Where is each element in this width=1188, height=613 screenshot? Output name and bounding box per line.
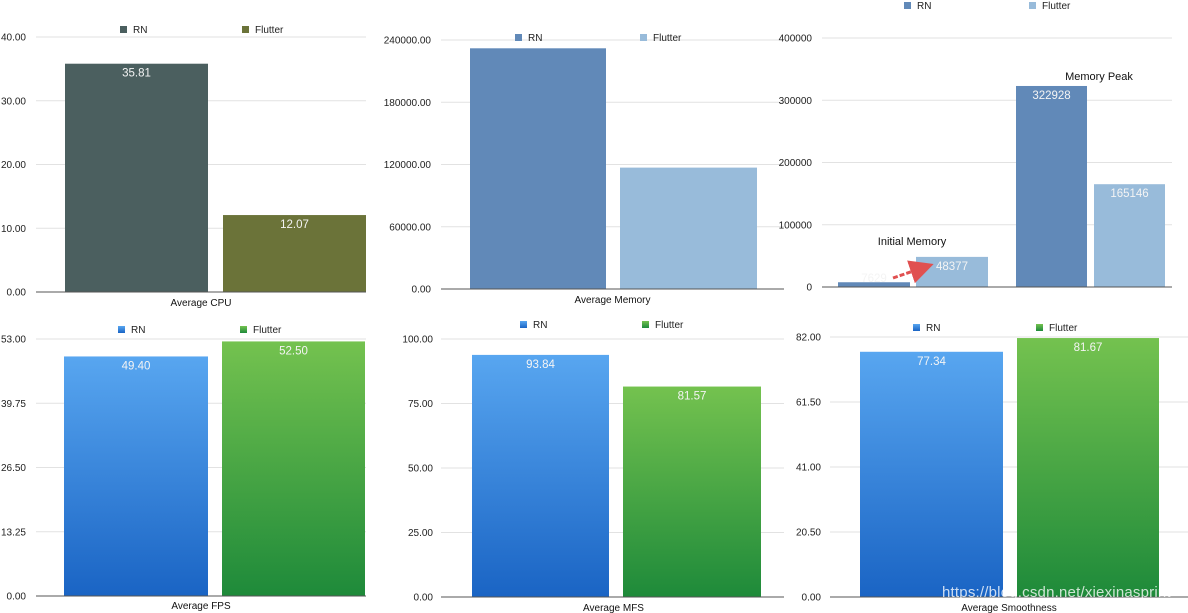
y-tick-label: 180000.00 xyxy=(384,98,432,109)
y-tick-label: 53.00 xyxy=(1,335,26,346)
chart-fps: 0.00 13.25 26.50 39.75 53.00 RN Flutter 49.40 52… xyxy=(1,325,366,612)
bar-rn-initial xyxy=(838,282,910,287)
y-tick-label: 240000.00 xyxy=(384,36,432,47)
legend-swatch-rn xyxy=(913,324,920,331)
legend-swatch-rn xyxy=(120,26,127,33)
y-tick-label: 20.00 xyxy=(1,160,26,171)
y-tick-label: 41.00 xyxy=(796,463,821,474)
y-tick-label: 39.75 xyxy=(1,399,26,410)
data-label: 322928 xyxy=(1032,90,1070,102)
chart-memory_peak: 0 100000 200000 300000 400000 RN Flutter 7629 32… xyxy=(779,1,1172,294)
bar-rn xyxy=(65,63,208,293)
legend-swatch-flutter xyxy=(240,326,247,333)
x-axis-label: Average FPS xyxy=(171,601,231,612)
legend-swatch-rn xyxy=(904,2,911,9)
watermark-text: https://blog.csdn.net/xiexinasprint xyxy=(942,584,1171,601)
y-tick-label: 100000 xyxy=(779,220,813,231)
y-tick-label: 200000 xyxy=(779,158,813,169)
data-label: 81.57 xyxy=(678,391,707,403)
y-tick-label: 0.00 xyxy=(412,285,432,296)
legend-label-flutter: Flutter xyxy=(653,33,682,44)
legend-label-flutter: Flutter xyxy=(1049,323,1078,334)
data-label: 49.40 xyxy=(122,360,151,372)
y-tick-label: 75.00 xyxy=(408,399,433,410)
bar-flutter xyxy=(623,386,761,597)
bar-rn xyxy=(64,356,208,596)
legend-label-flutter: Flutter xyxy=(655,320,684,331)
x-axis-label: Average MFS xyxy=(583,603,644,613)
bar-rn xyxy=(860,351,1003,597)
bar-rn xyxy=(472,354,609,597)
y-tick-label: 0.00 xyxy=(7,592,27,603)
chart-mfs: 0.00 25.00 50.00 75.00 100.00 RN Flutter 93.84 8… xyxy=(402,320,784,613)
data-label: 7629 xyxy=(861,273,887,285)
y-tick-label: 0 xyxy=(806,283,812,294)
y-tick-label: 50.00 xyxy=(408,464,433,475)
y-tick-label: 40.00 xyxy=(1,33,26,44)
bar-flutter-peak xyxy=(1094,184,1165,287)
y-tick-label: 26.50 xyxy=(1,463,26,474)
y-tick-label: 400000 xyxy=(779,34,813,45)
legend-label-flutter: Flutter xyxy=(253,325,282,336)
legend-label-rn: RN xyxy=(131,325,145,336)
y-tick-label: 13.25 xyxy=(1,527,26,538)
y-tick-label: 0.00 xyxy=(802,593,822,604)
chart-cpu: 0.00 10.00 20.00 30.00 40.00 RN Flutter 35.81 12… xyxy=(1,25,366,309)
data-label: 12.07 xyxy=(280,219,309,231)
legend-swatch-flutter xyxy=(1036,324,1043,331)
data-label: 48377 xyxy=(936,261,968,273)
legend-label-flutter: Flutter xyxy=(1042,1,1071,12)
legend-label-flutter: Flutter xyxy=(255,25,284,36)
y-tick-label: 82.00 xyxy=(796,333,821,344)
legend-swatch-flutter xyxy=(1029,2,1036,9)
y-tick-label: 0.00 xyxy=(7,288,27,299)
bar-flutter xyxy=(620,167,757,289)
y-tick-label: 10.00 xyxy=(1,224,26,235)
data-label: 52.50 xyxy=(279,345,308,357)
legend-swatch-flutter xyxy=(242,26,249,33)
legend-swatch-rn xyxy=(520,321,527,328)
bar-flutter xyxy=(223,215,366,292)
y-tick-label: 120000.00 xyxy=(384,160,432,171)
legend-swatch-flutter xyxy=(640,34,647,41)
annotation-initial-memory: Initial Memory xyxy=(878,236,947,248)
y-tick-label: 0.00 xyxy=(414,593,434,604)
y-tick-label: 61.50 xyxy=(796,398,821,409)
y-tick-label: 20.50 xyxy=(796,528,821,539)
annotation-arrow xyxy=(892,260,934,284)
bar-flutter xyxy=(222,341,365,596)
legend-label-rn: RN xyxy=(926,323,940,334)
legend-label-rn: RN xyxy=(133,25,147,36)
legend-swatch-rn xyxy=(118,326,125,333)
data-label: 165146 xyxy=(1110,188,1148,200)
y-tick-label: 25.00 xyxy=(408,528,433,539)
legend-label-rn: RN xyxy=(917,1,931,12)
x-axis-label: Average Smoothness xyxy=(961,603,1056,613)
data-label: 77.34 xyxy=(917,356,946,368)
bar-rn xyxy=(470,48,606,289)
annotation-memory-peak: Memory Peak xyxy=(1065,71,1133,83)
bar-rn-peak xyxy=(1016,85,1087,287)
chart-smoothness: 0.00 20.50 41.00 61.50 82.00 RN Flutter 77.34 81… xyxy=(796,323,1188,613)
x-axis-label: Average Memory xyxy=(575,295,651,306)
bar-flutter xyxy=(1017,338,1159,597)
data-label: 35.81 xyxy=(122,68,151,80)
legend-label-rn: RN xyxy=(528,33,542,44)
chart-memory: 0.00 60000.00 120000.00 180000.00 240000.00 R… xyxy=(384,33,784,306)
y-tick-label: 30.00 xyxy=(1,96,26,107)
data-label: 81.67 xyxy=(1074,342,1103,354)
x-axis-label: Average CPU xyxy=(171,298,232,309)
y-tick-label: 100.00 xyxy=(402,335,433,346)
legend-swatch-rn xyxy=(515,34,522,41)
legend-swatch-flutter xyxy=(642,321,649,328)
y-tick-label: 60000.00 xyxy=(389,222,431,233)
data-label: 93.84 xyxy=(526,359,555,371)
legend-label-rn: RN xyxy=(533,320,547,331)
y-tick-label: 300000 xyxy=(779,96,813,107)
